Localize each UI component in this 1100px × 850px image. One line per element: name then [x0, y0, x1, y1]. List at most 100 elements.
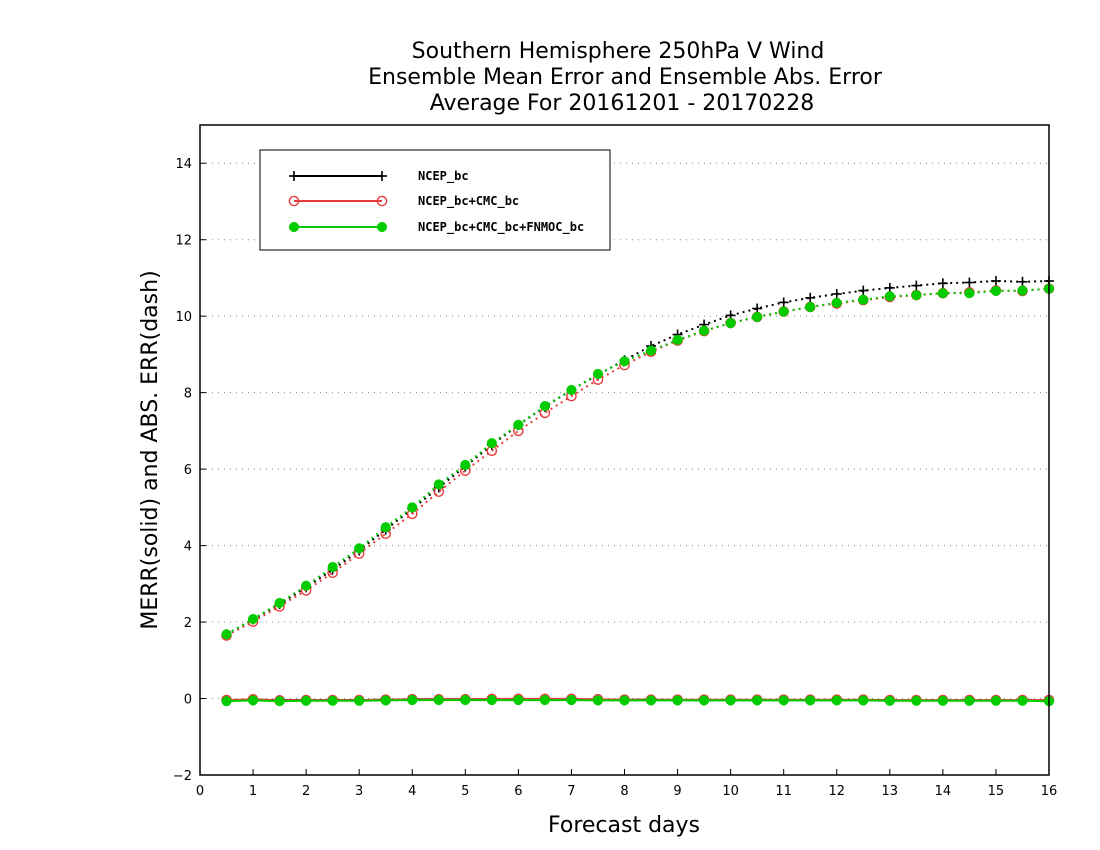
mean-err-point: [433, 695, 444, 706]
mean-err-point: [619, 695, 630, 706]
legend-marker: [377, 171, 387, 181]
mean-err-point: [1017, 695, 1028, 706]
x-tick-label: 7: [567, 784, 575, 799]
mean-err-point: [990, 695, 1001, 706]
mean-err-point: [699, 695, 710, 706]
y-axis-label: MERR(solid) and ABS. ERR(dash): [138, 270, 163, 629]
chart-title: Southern Hemisphere 250hPa V Wind Ensemb…: [368, 39, 883, 116]
abs-err-point: [1017, 276, 1028, 287]
abs-err-point: [433, 479, 444, 490]
legend: NCEP_bc NCEP_bc+CMC_bc NCEP_bc+CMC_bc+FNMO…: [259, 149, 611, 251]
x-tick-label: 13: [882, 784, 899, 799]
mean-err-point: [911, 695, 922, 706]
mean-err-point: [566, 695, 577, 706]
x-tick-label: 4: [408, 784, 416, 799]
legend-marker: [376, 221, 388, 233]
abs-err-point: [1017, 285, 1028, 296]
abs-err-point: [592, 368, 604, 379]
y-tick-label: −2: [173, 769, 192, 784]
abs-err-point: [407, 502, 418, 513]
abs-err-point: [725, 318, 736, 329]
mean-err-point: [805, 695, 816, 706]
x-tick-label: 9: [673, 784, 681, 799]
mean-err-point: [248, 695, 259, 706]
mean-err-point: [645, 695, 657, 706]
y-tick-label: 2: [184, 616, 192, 631]
abs-err-point: [831, 297, 842, 308]
abs-err-point: [805, 292, 816, 303]
mean-err-point: [274, 696, 285, 707]
mean-err-point: [513, 695, 524, 706]
abs-err-point: [380, 522, 391, 533]
mean-err-point: [858, 695, 869, 706]
mean-err-point: [964, 695, 975, 706]
mean-err-point: [752, 695, 763, 706]
mean-err-point: [592, 695, 604, 706]
y-tick-label: 12: [175, 234, 192, 249]
x-tick-label: 8: [620, 784, 628, 799]
x-tick-label: 1: [249, 784, 257, 799]
x-tick-label: 14: [935, 784, 952, 799]
y-tick-label: 10: [175, 310, 192, 325]
abs-err-point: [566, 384, 577, 396]
abs-err-point: [327, 561, 338, 573]
mean-err-point: [539, 695, 550, 706]
abs-err-point: [990, 276, 1001, 286]
abs-err-point: [539, 400, 550, 412]
abs-err-point: [884, 282, 895, 293]
legend-entry-1: NCEP_bc: [289, 169, 469, 184]
abs-err-point: [964, 277, 975, 288]
series-3: [221, 283, 1055, 707]
x-tick-label: 2: [302, 784, 310, 799]
mean-err-point: [301, 695, 312, 706]
x-tick-label: 0: [196, 784, 204, 799]
y-tick-label: 14: [175, 157, 192, 172]
legend-label: NCEP_bc: [418, 169, 469, 184]
abs-err-point: [990, 285, 1001, 296]
y-tick-label: 4: [184, 540, 192, 555]
mean-err-point: [884, 695, 895, 706]
abs-err-point: [645, 345, 657, 356]
abs-err-point: [937, 278, 948, 289]
y-tick-label: 8: [184, 387, 192, 402]
legend-entry-2: NCEP_bc+CMC_bc: [288, 194, 519, 209]
y-tick-label: 6: [184, 463, 192, 478]
abs-err-point: [513, 419, 524, 430]
legend-marker: [289, 171, 299, 181]
abs-err-point: [964, 288, 975, 299]
mean-err-point: [672, 695, 683, 706]
abs-err-point: [460, 459, 471, 470]
x-tick-label: 15: [988, 784, 1005, 799]
abs-err-point: [619, 356, 630, 367]
mean-err-line: [226, 699, 1050, 703]
mean-err-point: [831, 695, 842, 706]
series-layer: [221, 276, 1055, 707]
x-tick-label: 6: [514, 784, 522, 799]
mean-err-point: [486, 695, 497, 706]
abs-err-point: [831, 289, 842, 299]
abs-err-point: [699, 325, 710, 336]
abs-err-point: [805, 301, 816, 313]
mean-err-point: [460, 695, 471, 706]
x-tick-label: 11: [775, 784, 792, 799]
mean-err-point: [937, 695, 948, 706]
abs-err-point: [354, 543, 365, 554]
abs-err-point: [778, 297, 789, 308]
x-tick-label: 16: [1041, 784, 1058, 799]
mean-err-point: [725, 695, 736, 706]
x-axis-label: Forecast days: [548, 813, 700, 838]
abs-err-point: [911, 280, 922, 291]
abs-err-line: [226, 287, 1050, 637]
abs-err-point: [911, 290, 922, 301]
abs-err-line: [226, 287, 1050, 636]
abs-err-point: [248, 613, 259, 625]
mean-err-point: [327, 695, 338, 706]
series-1: [221, 276, 1054, 706]
legend-label: NCEP_bc+CMC_bc+FNMOC_bc: [418, 220, 584, 235]
title-line-1: Southern Hemisphere 250hPa V Wind: [412, 39, 825, 64]
legend-marker: [288, 221, 300, 233]
mean-err-point: [778, 695, 789, 706]
mean-err-point: [407, 695, 418, 706]
gridlines: [200, 162, 1049, 776]
